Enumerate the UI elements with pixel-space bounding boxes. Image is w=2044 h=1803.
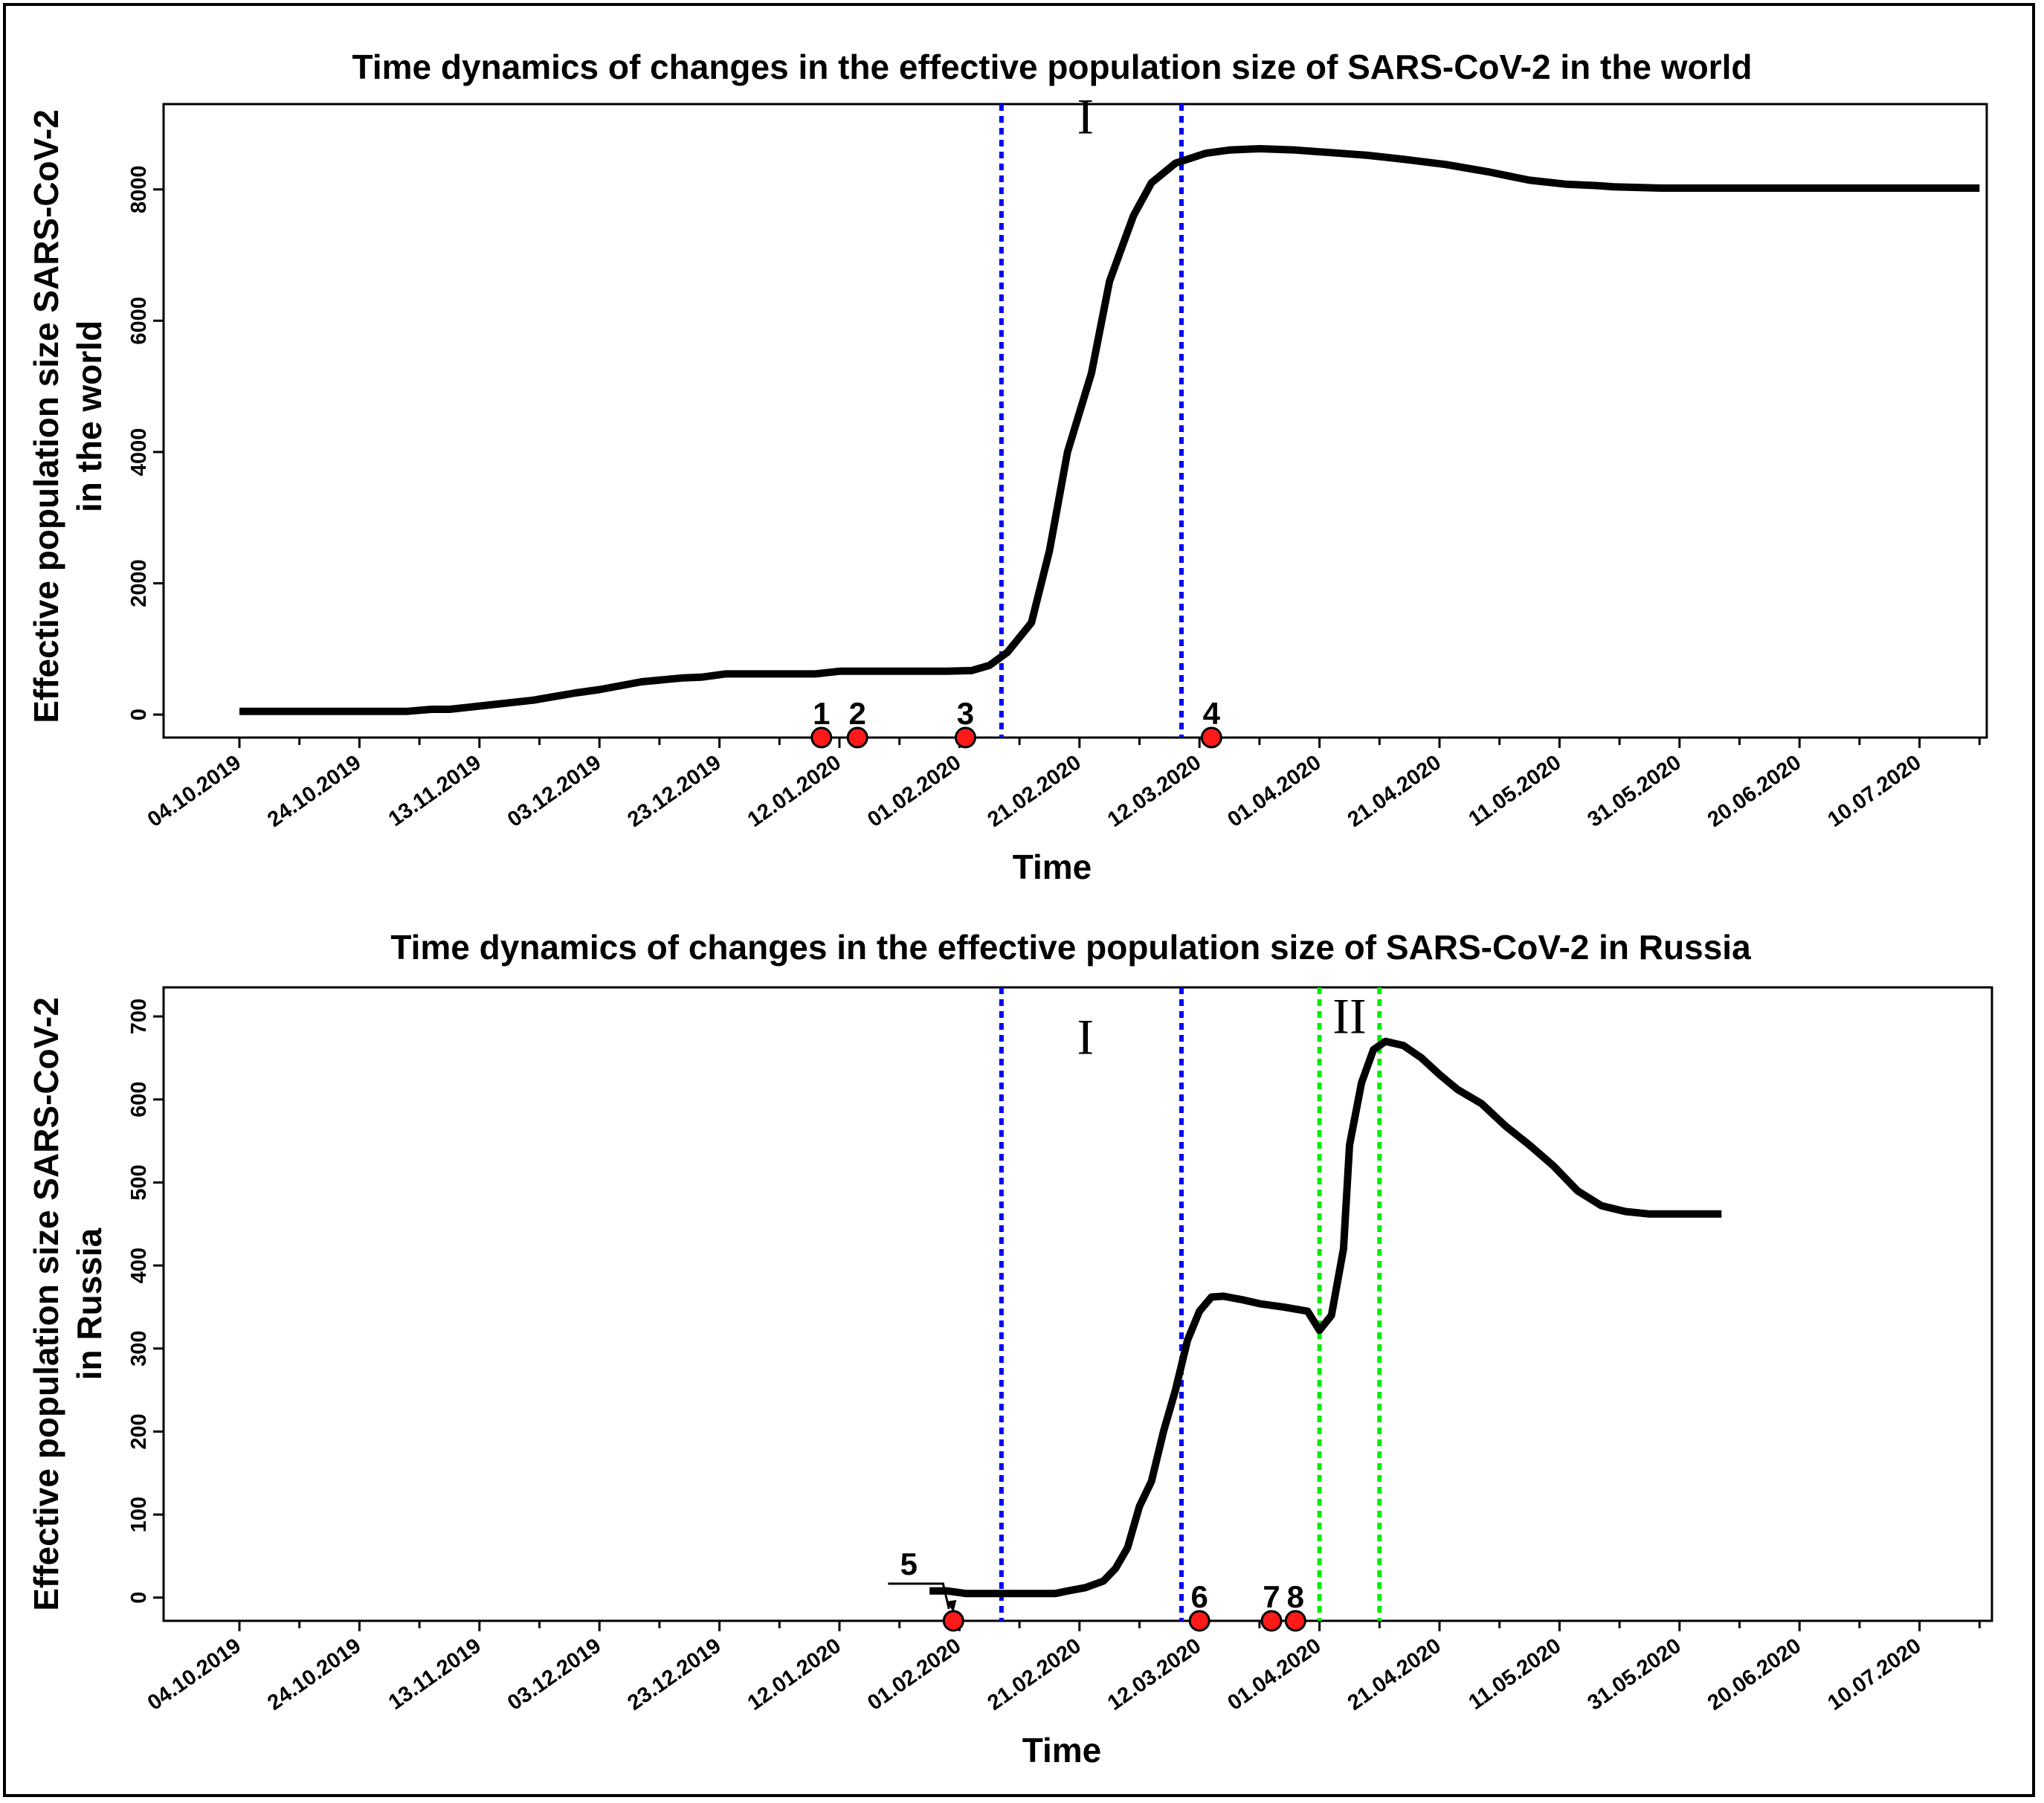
x-tick-label-russia: 21.02.2020 xyxy=(984,1634,1086,1715)
event-marker xyxy=(1284,1610,1306,1632)
y-axis-label-russia-line1: Effective population size SARS-CoV-2 xyxy=(27,997,65,1611)
x-tick-label-world: 04.10.2019 xyxy=(144,751,245,832)
event-marker xyxy=(954,726,976,749)
x-tick-label-world: 31.05.2020 xyxy=(1584,751,1686,832)
x-tick-label-world: 23.12.2019 xyxy=(623,751,725,832)
y-tick-label-russia: 200 xyxy=(127,1413,151,1449)
y-axis-label-world-line2: in the world xyxy=(70,320,109,512)
x-tick-label-russia: 23.12.2019 xyxy=(623,1634,725,1715)
event-marker xyxy=(1260,1610,1283,1632)
y-tick-label-world: 0 xyxy=(127,709,151,720)
x-tick-label-russia: 01.02.2020 xyxy=(863,1634,965,1715)
event-label: 6 xyxy=(1191,1579,1208,1614)
x-tick-label-world: 11.05.2020 xyxy=(1464,751,1565,832)
y-tick-label-world: 2000 xyxy=(127,559,151,607)
x-tick-label-russia: 24.10.2019 xyxy=(263,1634,365,1715)
x-tick-label-russia: 31.05.2020 xyxy=(1584,1634,1686,1715)
x-tick-label-russia: 01.04.2020 xyxy=(1223,1634,1325,1715)
x-tick-label-russia: 21.04.2020 xyxy=(1344,1634,1445,1715)
x-tick-label-world: 01.02.2020 xyxy=(863,751,965,832)
y-tick-label-russia: 700 xyxy=(127,999,151,1034)
plot-frame-russia xyxy=(162,986,1993,1622)
x-tick-label-world: 03.12.2019 xyxy=(503,751,605,832)
figure-frame xyxy=(3,3,2035,1797)
event-label: 7 xyxy=(1263,1579,1280,1614)
period-label: I xyxy=(1077,1008,1094,1065)
x-tick-label-russia: 13.11.2019 xyxy=(384,1634,486,1715)
event-label: 8 xyxy=(1287,1579,1304,1614)
event-marker xyxy=(810,726,833,749)
plot-frame-world xyxy=(162,103,1988,739)
x-axis-label-russia: Time xyxy=(1022,1731,1102,1770)
y-tick-label-russia: 100 xyxy=(127,1497,151,1532)
y-tick-label-russia: 600 xyxy=(127,1082,151,1117)
x-tick-label-world: 12.01.2020 xyxy=(744,751,845,832)
y-tick-label-world: 4000 xyxy=(127,428,151,477)
event-label: 2 xyxy=(849,696,866,731)
event-marker xyxy=(846,726,868,749)
x-tick-label-russia: 20.06.2020 xyxy=(1703,1634,1805,1715)
y-tick-label-russia: 500 xyxy=(127,1164,151,1200)
x-tick-label-world: 21.02.2020 xyxy=(984,751,1086,832)
x-tick-label-russia: 11.05.2020 xyxy=(1464,1634,1565,1715)
y-tick-label-russia: 300 xyxy=(127,1331,151,1367)
x-tick-label-russia: 12.03.2020 xyxy=(1103,1634,1205,1715)
x-tick-label-world: 10.07.2020 xyxy=(1823,751,1925,832)
series-line-world xyxy=(239,145,1980,715)
event-label: 1 xyxy=(813,696,830,731)
x-tick-label-world: 13.11.2019 xyxy=(384,751,486,832)
event-label: 5 xyxy=(900,1546,918,1581)
event-pointer xyxy=(888,1582,950,1610)
y-tick-label-russia: 0 xyxy=(127,1592,151,1604)
event-marker xyxy=(1188,1610,1210,1632)
x-tick-label-world: 12.03.2020 xyxy=(1103,751,1205,832)
y-tick-label-world: 8000 xyxy=(127,166,151,214)
event-pointer-arrowhead xyxy=(946,1600,957,1612)
x-tick-label-world: 24.10.2019 xyxy=(263,751,365,832)
period-label: I xyxy=(1077,88,1094,145)
x-tick-label-world: 01.04.2020 xyxy=(1223,751,1325,832)
event-marker xyxy=(1200,726,1222,749)
period-label: II xyxy=(1332,987,1366,1044)
x-tick-label-world: 20.06.2020 xyxy=(1703,751,1805,832)
y-axis-label-russia-line2: in Russia xyxy=(70,1228,109,1380)
plot-russia: 0 100 200 300 400 500 600 700 04.10.2019 24.10.20… xyxy=(127,986,1993,1715)
x-tick-label-russia: 04.10.2019 xyxy=(144,1634,245,1715)
event-marker xyxy=(942,1610,964,1632)
series-line-russia xyxy=(929,1037,1722,1598)
y-axis-label-world-line1: Effective population size SARS-CoV-2 xyxy=(27,109,65,723)
chart-title-russia: Time dynamics of changes in the effectiv… xyxy=(390,928,1751,967)
x-tick-label-world: 21.04.2020 xyxy=(1344,751,1445,832)
event-label: 3 xyxy=(957,696,974,731)
x-tick-label-russia: 12.01.2020 xyxy=(744,1634,845,1715)
y-tick-label-russia: 400 xyxy=(127,1248,151,1283)
x-tick-label-russia: 10.07.2020 xyxy=(1823,1634,1925,1715)
plot-world: 0 2000 4000 6000 8000 04.10.2019 24.10.2019 13.… xyxy=(127,88,1988,832)
x-axis-label-world: Time xyxy=(1013,848,1092,886)
x-tick-label-russia: 03.12.2019 xyxy=(503,1634,605,1715)
y-tick-label-world: 6000 xyxy=(127,297,151,345)
event-label: 4 xyxy=(1203,696,1221,731)
chart-title-world: Time dynamics of changes in the effectiv… xyxy=(352,48,1753,86)
